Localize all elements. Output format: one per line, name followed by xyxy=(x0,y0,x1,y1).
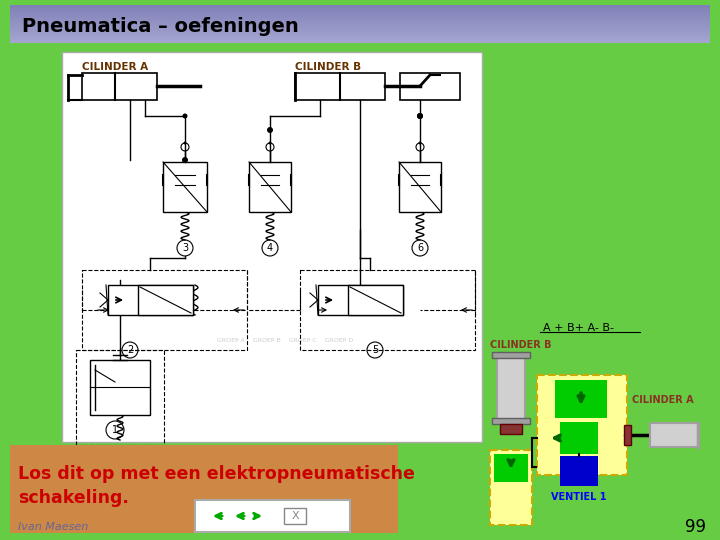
Bar xyxy=(10,32,710,33)
Bar xyxy=(284,508,306,524)
Bar xyxy=(10,34,710,35)
Bar xyxy=(400,73,460,100)
Bar xyxy=(399,162,441,212)
Bar xyxy=(195,500,350,532)
Bar xyxy=(10,41,710,42)
Bar xyxy=(10,30,710,31)
Bar xyxy=(163,162,207,212)
Bar xyxy=(10,445,398,533)
Text: VENTIEL 1: VENTIEL 1 xyxy=(552,492,607,502)
Bar xyxy=(10,13,710,14)
Text: Ivan Maesen: Ivan Maesen xyxy=(18,522,89,532)
Bar xyxy=(10,21,710,22)
Bar xyxy=(76,350,164,445)
Bar xyxy=(10,42,710,43)
Bar xyxy=(10,33,710,34)
Circle shape xyxy=(417,113,423,119)
Bar xyxy=(10,18,710,19)
Circle shape xyxy=(418,141,421,145)
Bar xyxy=(10,19,710,20)
Circle shape xyxy=(269,141,271,145)
Bar xyxy=(10,28,710,29)
Text: X: X xyxy=(291,511,299,521)
Bar xyxy=(348,285,403,315)
Text: 5: 5 xyxy=(372,345,378,355)
Bar xyxy=(10,29,710,30)
Bar xyxy=(249,162,291,212)
Bar xyxy=(10,35,710,36)
Bar xyxy=(10,15,710,16)
Bar xyxy=(494,454,528,482)
Text: GROEP A    GROEP B    GROEP C    GROEP D: GROEP A GROEP B GROEP C GROEP D xyxy=(217,338,353,342)
Bar xyxy=(560,422,598,454)
Circle shape xyxy=(184,141,186,145)
Text: CILINDER A: CILINDER A xyxy=(632,395,693,405)
Bar xyxy=(10,23,710,24)
Bar xyxy=(555,380,607,418)
Bar xyxy=(10,20,710,21)
Bar xyxy=(108,285,193,315)
Bar xyxy=(10,7,710,8)
Bar xyxy=(10,11,710,12)
Bar xyxy=(10,25,710,26)
Text: A + B+ A- B-: A + B+ A- B- xyxy=(543,323,614,333)
Bar xyxy=(10,9,710,10)
Bar xyxy=(10,10,710,11)
Bar xyxy=(295,73,385,100)
Bar xyxy=(300,270,475,350)
Bar xyxy=(10,24,710,25)
Bar xyxy=(138,285,193,315)
Bar xyxy=(10,14,710,15)
Text: 4: 4 xyxy=(267,243,273,253)
Bar xyxy=(497,355,525,420)
Bar xyxy=(537,375,627,475)
Text: 2: 2 xyxy=(127,345,133,355)
Text: CILINDER B: CILINDER B xyxy=(490,340,552,350)
Bar xyxy=(10,27,710,28)
Bar xyxy=(10,22,710,23)
Bar xyxy=(10,26,710,27)
Text: CILINDER B: CILINDER B xyxy=(295,62,361,72)
Bar xyxy=(10,12,710,13)
Bar xyxy=(500,424,522,434)
Text: 1: 1 xyxy=(112,425,118,435)
Bar xyxy=(560,456,598,486)
Bar xyxy=(10,31,710,32)
Circle shape xyxy=(182,113,187,118)
Bar xyxy=(492,352,530,358)
Circle shape xyxy=(417,113,423,119)
Bar xyxy=(10,5,710,6)
Bar xyxy=(650,423,698,447)
Bar xyxy=(10,37,710,38)
Bar xyxy=(10,8,710,9)
Bar xyxy=(10,39,710,40)
Bar xyxy=(10,40,710,41)
Text: Los dit op met een elektropneumatische
schakeling.: Los dit op met een elektropneumatische s… xyxy=(18,465,415,507)
Bar xyxy=(62,52,482,442)
Bar xyxy=(10,6,710,7)
Bar xyxy=(490,450,532,525)
Text: 6: 6 xyxy=(417,243,423,253)
Bar xyxy=(10,36,710,37)
Text: 3: 3 xyxy=(182,243,188,253)
Bar xyxy=(624,425,631,445)
Bar xyxy=(10,38,710,39)
Text: 99: 99 xyxy=(685,518,706,536)
Text: CILINDER A: CILINDER A xyxy=(82,62,148,72)
Text: Pneumatica – oefeningen: Pneumatica – oefeningen xyxy=(22,17,299,36)
Bar xyxy=(90,360,150,415)
Circle shape xyxy=(267,127,273,133)
Circle shape xyxy=(182,157,188,163)
Bar xyxy=(318,285,403,315)
Bar xyxy=(82,270,247,350)
Bar xyxy=(10,16,710,17)
Bar xyxy=(10,17,710,18)
Bar xyxy=(82,73,157,100)
Bar xyxy=(492,418,530,424)
